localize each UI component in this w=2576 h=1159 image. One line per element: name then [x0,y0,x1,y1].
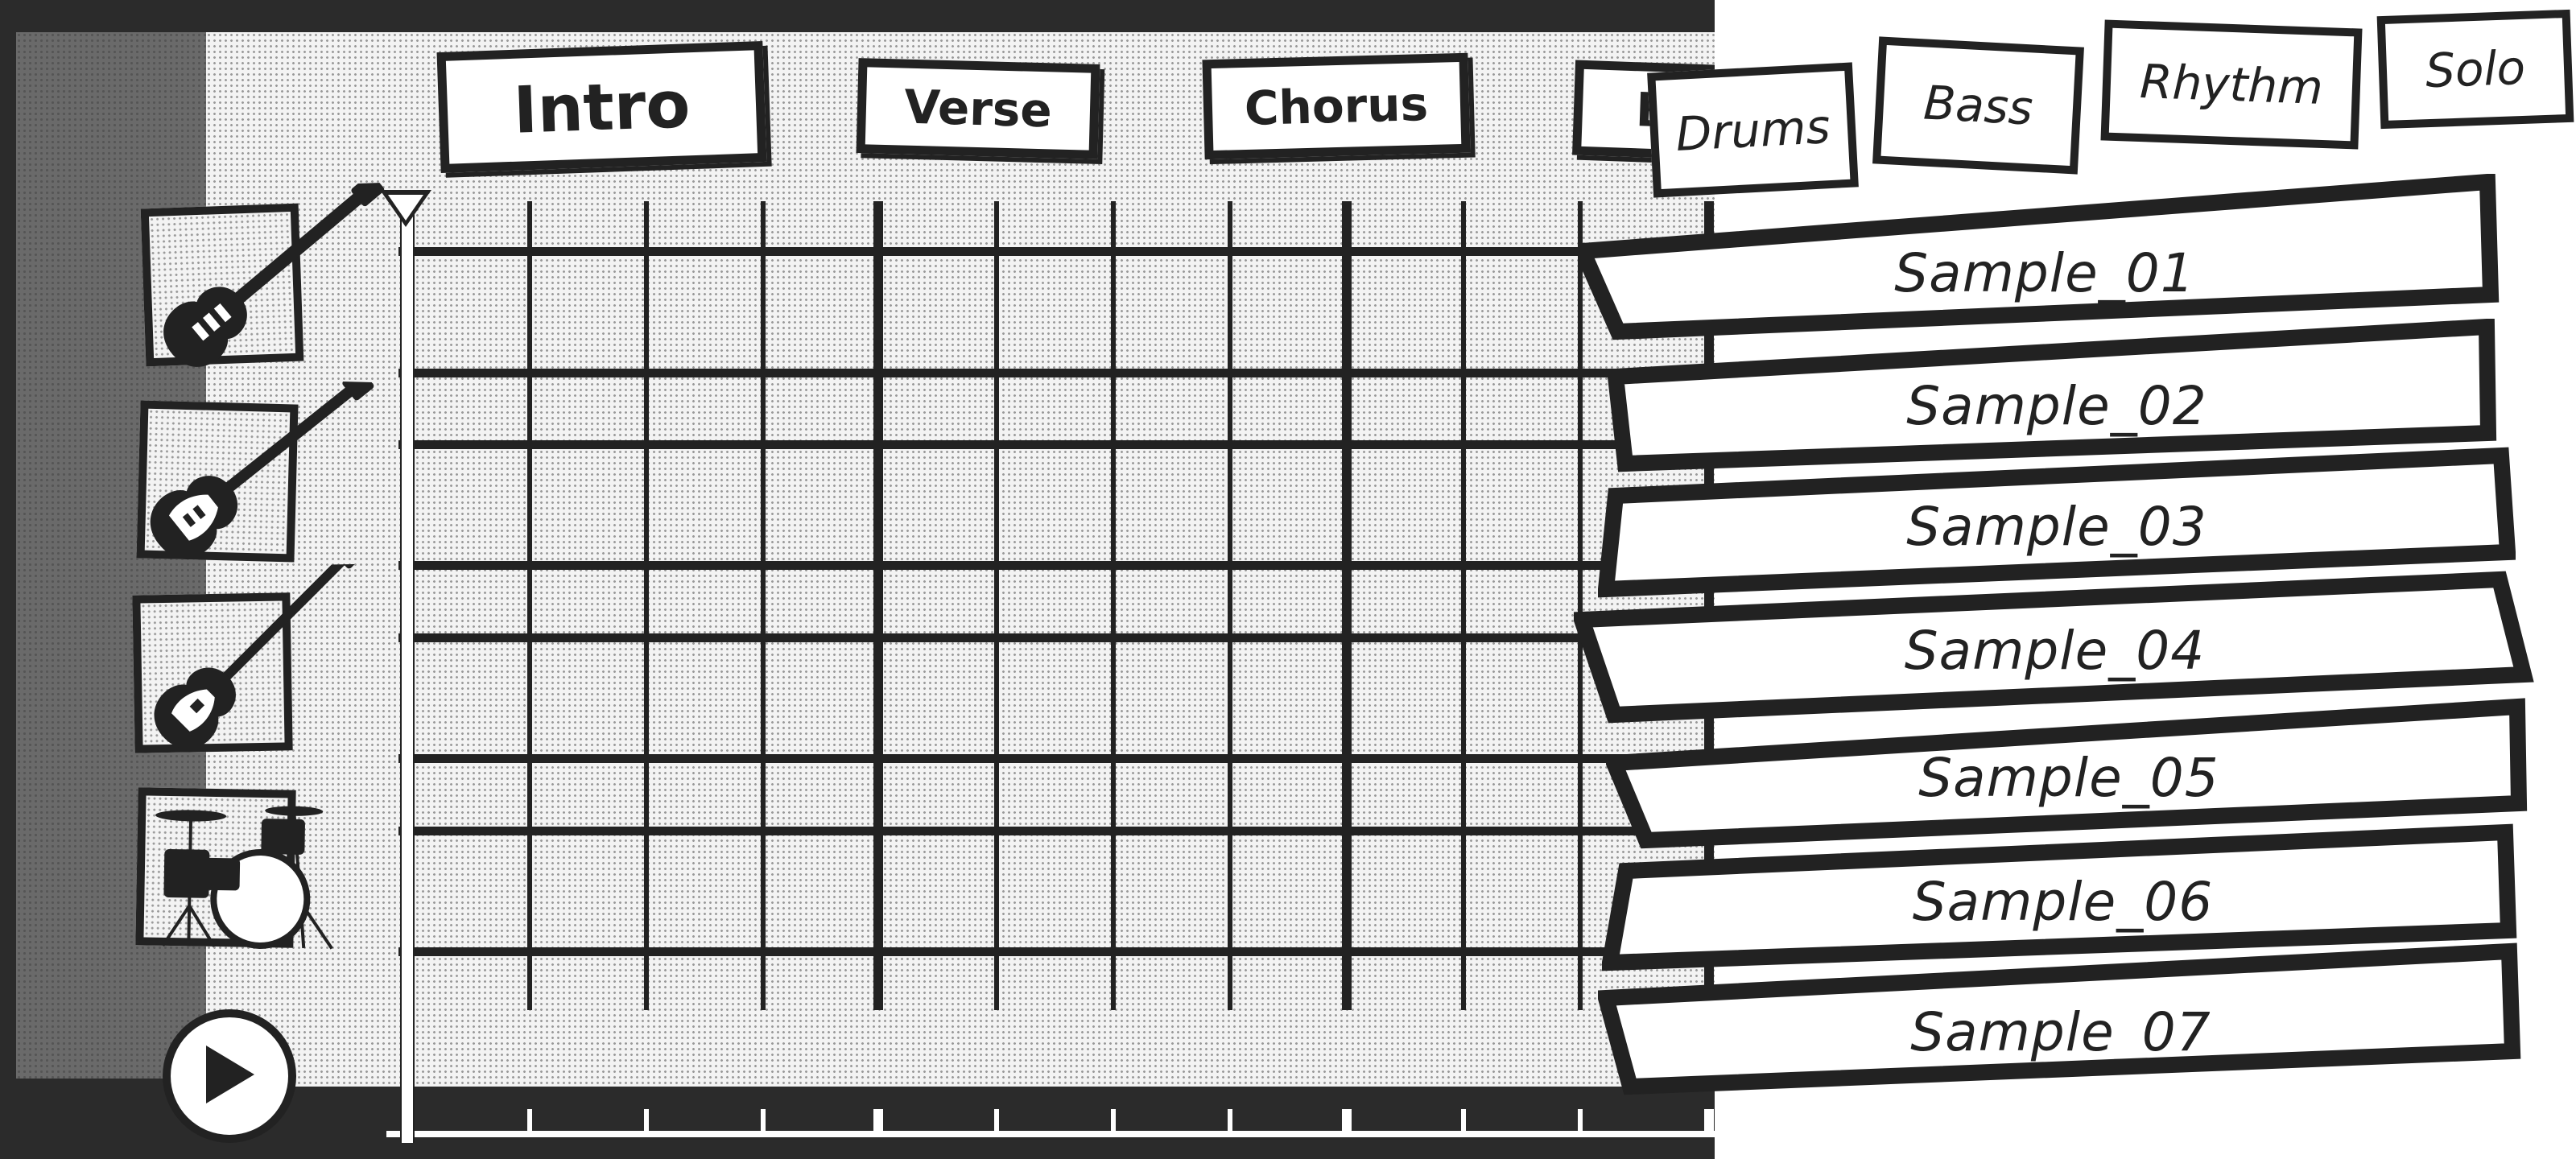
timeline-tick [873,1109,883,1132]
grid-beat-line [1461,201,1466,1010]
sample-button-shape [1606,319,2497,472]
sample-button-shape [1602,823,2517,971]
grid-row-line [398,754,1727,763]
section-tab-label: Verse [903,79,1053,138]
arrangement-grid[interactable] [398,201,1727,1014]
grid-beat-line [994,201,999,1010]
sample-button-shape [1598,447,2516,598]
timeline-tick [644,1109,649,1132]
instrument-tab-label: Rhythm [2139,54,2324,115]
grid-row-line [398,369,1727,377]
sample-button[interactable]: Sample_05 [1606,697,2532,858]
sample-label: Sample_01 [1894,241,2195,304]
play-icon [201,1042,258,1110]
timeline-ruler[interactable] [386,1131,1719,1137]
grid-bar-line [873,201,883,1010]
grid-beat-line [761,201,766,1010]
grid-row-line [398,247,1727,256]
timeline-tick [527,1109,532,1132]
sample-label: Sample_04 [1904,619,2206,682]
timeline-tick [761,1109,766,1132]
sample-label: Sample_07 [1910,1000,2211,1063]
timeline-tick [994,1109,999,1132]
grid-beat-line [1111,201,1116,1010]
grid-beat-line [1228,201,1232,1010]
instrument-tab-label: Solo [2424,39,2527,99]
grid-beat-line [644,201,649,1010]
timeline-tick [1578,1109,1583,1132]
track-rhythm-guitar[interactable] [136,376,374,563]
sample-button[interactable]: Sample_06 [1602,821,2524,982]
grid-beat-line [1578,201,1583,1010]
sample-button-shape [1574,571,2534,724]
sample-button-shape [1606,698,2528,849]
timeline-tick [1228,1109,1232,1132]
sample-button-shape [1598,942,2521,1095]
grid-row-line [398,440,1727,449]
timeline-tick [1704,1109,1714,1132]
section-tab-label: Chorus [1244,76,1429,136]
instrument-tab-rhythm[interactable]: Rhythm [2100,19,2363,150]
timeline-tick [1111,1109,1116,1132]
instrument-tab-bass[interactable]: Bass [1872,36,2084,175]
playhead-handle-inner [388,195,423,221]
section-tab-chorus[interactable]: Chorus [1202,52,1471,160]
grid-beat-line [527,201,532,1010]
sample-button-shape [1578,174,2500,340]
track-drums[interactable] [135,787,333,950]
arrangement-stage [206,32,1719,1087]
sample-button[interactable]: Sample_04 [1574,570,2536,731]
timeline-tick [1461,1109,1466,1132]
instrument-tab-solo[interactable]: Solo [2376,9,2574,130]
sample-button[interactable]: Sample_01 [1578,174,2512,343]
section-tab-label: Intro [512,66,691,148]
sample-button[interactable]: Sample_07 [1598,942,2524,1103]
grid-row-line [398,827,1727,835]
track-solo-guitar[interactable] [140,182,385,367]
grid-row-line [398,561,1727,570]
grid-bar-line [1342,201,1352,1010]
sample-label: Sample_06 [1912,870,2214,933]
grid-row-line [398,633,1727,642]
instrument-tab-label: Drums [1674,98,1832,162]
sample-label: Sample_02 [1906,374,2207,437]
playhead[interactable] [400,193,415,1143]
section-tab-verse[interactable]: Verse [856,58,1100,159]
sample-label: Sample_05 [1918,746,2219,809]
track-bass-guitar[interactable] [132,563,365,753]
play-button[interactable] [163,1009,296,1143]
sample-button[interactable]: Sample_02 [1606,319,2508,480]
sample-button[interactable]: Sample_03 [1598,446,2516,607]
timeline-tick [1342,1109,1352,1132]
grid-row-line [398,947,1727,956]
section-tab-intro[interactable]: Intro [436,40,767,174]
sample-label: Sample_03 [1906,495,2207,558]
instrument-tab-label: Bass [1922,75,2035,136]
